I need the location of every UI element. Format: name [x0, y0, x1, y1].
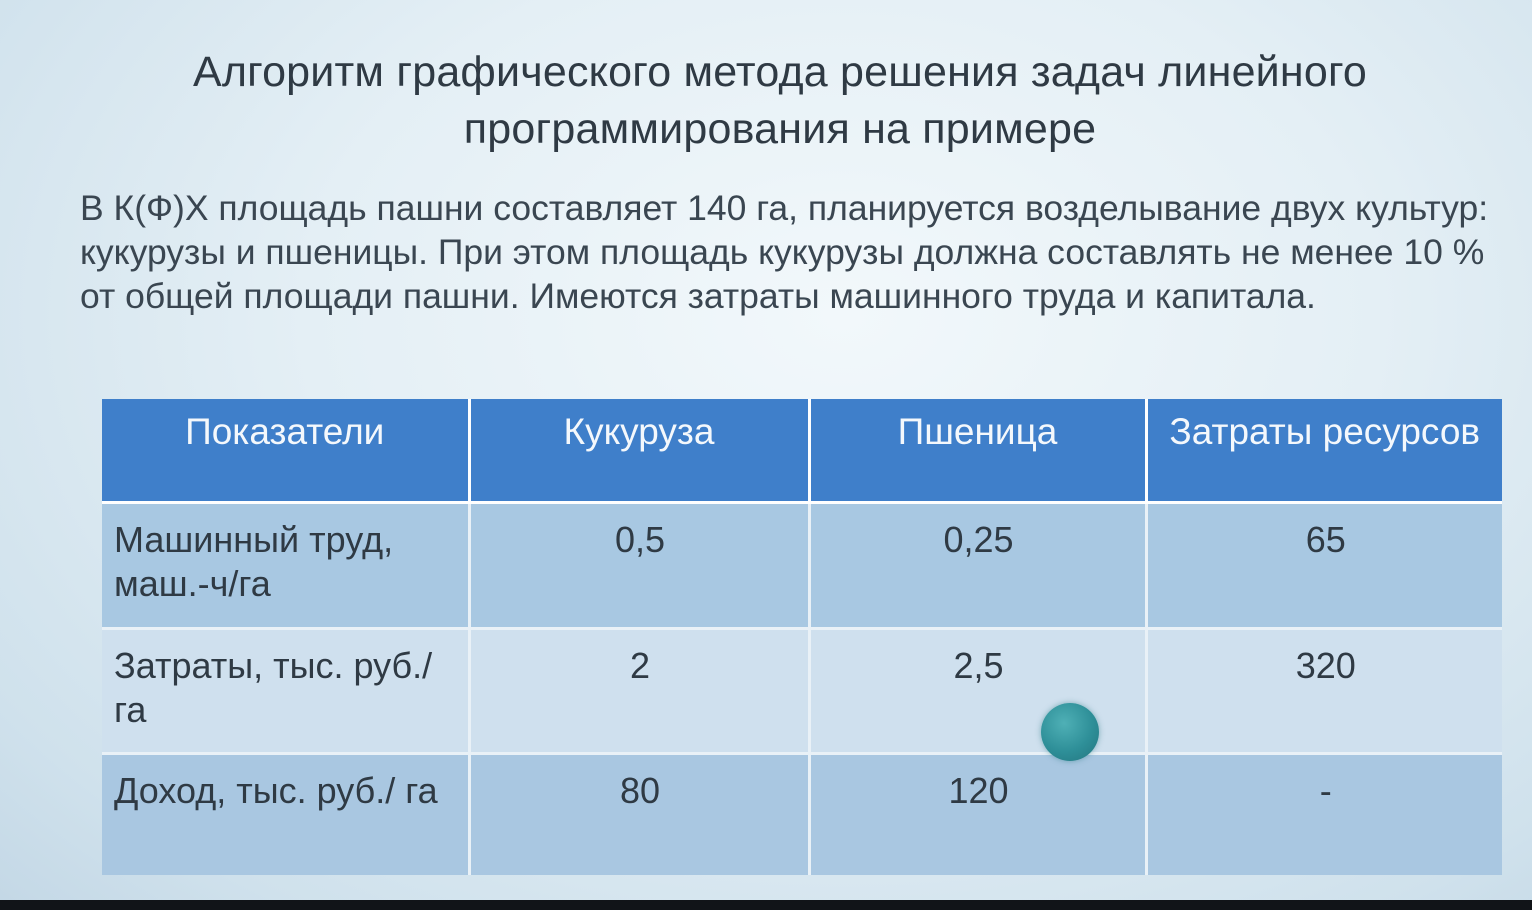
cell-corn: 0,5: [469, 502, 811, 630]
data-table-container: Показатели Кукуруза Пшеница Затраты ресу…: [102, 399, 1502, 875]
problem-statement: В К(Ф)Х площадь пашни составляет 140 га,…: [80, 188, 1489, 316]
row-label-machine-labor: Машинный труд, маш.-ч/га: [102, 502, 471, 630]
header-resources: Затраты ресурсов: [1146, 399, 1502, 504]
table-header-row: Показатели Кукуруза Пшеница Затраты ресу…: [102, 399, 1502, 504]
cell-corn: 2: [469, 628, 811, 756]
slide-title: Алгоритм графического метода решения зад…: [192, 48, 1368, 153]
cell-resources: -: [1146, 753, 1502, 875]
cell-resources: 320: [1146, 628, 1502, 756]
table-row: Затраты, тыс. руб./га 2 2,5 320: [102, 628, 1502, 756]
cell-wheat: 120: [809, 753, 1148, 875]
table-row: Машинный труд, маш.-ч/га 0,5 0,25 65: [102, 502, 1502, 630]
resources-table: Показатели Кукуруза Пшеница Затраты ресу…: [102, 399, 1502, 875]
pointer-dot-icon: [1041, 703, 1099, 761]
screen-bezel: [0, 900, 1532, 910]
cell-resources: 65: [1146, 502, 1502, 630]
header-wheat: Пшеница: [809, 399, 1148, 504]
header-corn: Кукуруза: [469, 399, 811, 504]
row-label-income: Доход, тыс. руб./ га: [102, 753, 471, 875]
cell-wheat: 0,25: [809, 502, 1148, 630]
cell-corn: 80: [469, 753, 811, 875]
row-label-costs: Затраты, тыс. руб./га: [102, 628, 471, 756]
table-row: Доход, тыс. руб./ га 80 120 -: [102, 753, 1502, 875]
header-indicators: Показатели: [102, 399, 471, 504]
